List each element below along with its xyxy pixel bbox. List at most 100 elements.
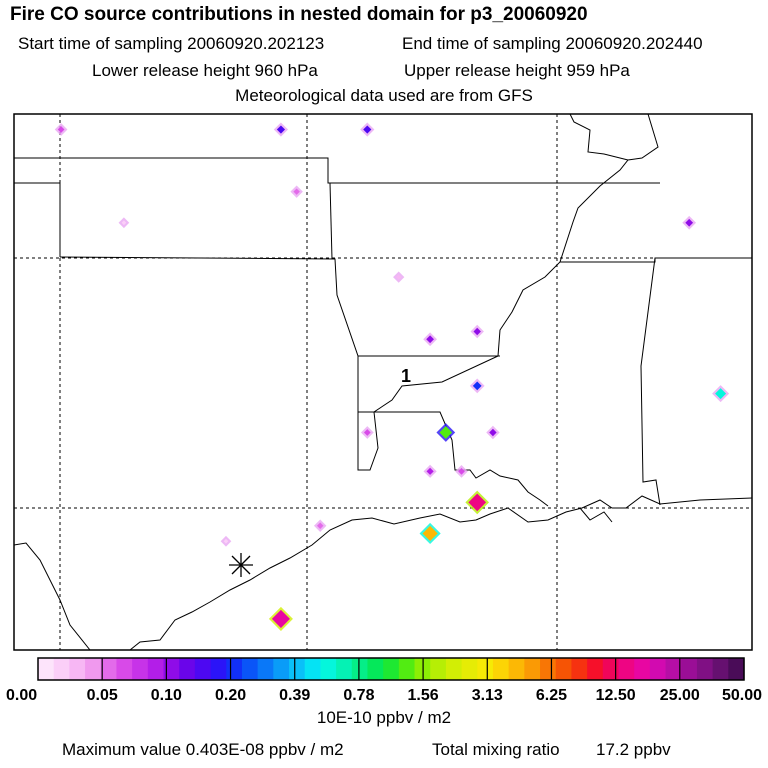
- chart-title: Fire CO source contributions in nested d…: [10, 4, 588, 25]
- colorbar-swatch: [85, 658, 102, 680]
- start-time: Start time of sampling 20060920.202123: [18, 34, 325, 53]
- colorbar-swatch: [555, 658, 573, 680]
- colorbar-swatch: [430, 658, 447, 680]
- plume-point: [396, 274, 402, 280]
- state-boundary: [14, 157, 660, 184]
- colorbar-swatch: [602, 658, 620, 680]
- plume-point: [439, 426, 453, 439]
- colorbar-swatch: [351, 658, 369, 680]
- colorbar-swatch: [696, 658, 714, 680]
- colorbar-swatch: [69, 658, 86, 680]
- plume-point: [473, 327, 481, 336]
- colorbar-swatch: [147, 658, 165, 680]
- colorbar-tick-label: 0.20: [215, 687, 246, 704]
- colorbar-swatch: [241, 658, 259, 680]
- colorbar-swatch: [100, 658, 118, 680]
- colorbar-units: 10E-10 ppbv / m2: [316, 708, 452, 727]
- colorbar-swatch: [649, 658, 667, 680]
- colorbar-swatch: [618, 658, 635, 680]
- colorbar-swatch: [398, 658, 416, 680]
- colorbar-swatch: [461, 658, 478, 680]
- colorbar-swatch: [508, 658, 525, 680]
- colorbar-swatch: [681, 658, 698, 680]
- state-boundary: [640, 257, 661, 506]
- colorbar-swatch: [320, 658, 337, 680]
- plume-point: [685, 218, 694, 227]
- release-site-marker: [229, 553, 253, 577]
- colorbar-tick-label: 6.25: [536, 687, 567, 704]
- colorbar-swatch: [336, 658, 353, 680]
- coastline: [14, 495, 752, 650]
- colorbar-swatch: [273, 658, 290, 680]
- colorbar-swatch: [383, 658, 400, 680]
- colorbar-tick-label: 50.00: [722, 687, 762, 704]
- total-mixing-label: Total mixing ratio: [432, 740, 560, 759]
- colorbar-swatch: [179, 658, 196, 680]
- plume-point: [426, 335, 434, 344]
- total-mixing-value: 17.2 ppbv: [596, 740, 671, 759]
- plume-point: [489, 428, 497, 437]
- colorbar-swatch: [163, 658, 180, 680]
- colorbar-tick-label: 0.39: [279, 687, 310, 704]
- colorbar-tick-label: 0.10: [151, 687, 182, 704]
- colorbar-swatch: [477, 658, 494, 680]
- map-background: [14, 114, 752, 650]
- colorbar-swatch: [132, 658, 149, 680]
- colorbar-swatch: [571, 658, 588, 680]
- colorbar-swatch: [728, 658, 745, 680]
- colorbar-swatch: [194, 658, 212, 680]
- colorbar-tick-label: 25.00: [660, 687, 700, 704]
- lower-release-height: Lower release height 960 hPa: [92, 61, 318, 80]
- colorbar-tick-label: 0.00: [6, 687, 37, 704]
- colorbar-swatch: [445, 658, 463, 680]
- plume-point: [426, 467, 434, 475]
- colorbar-swatch: [712, 658, 729, 680]
- plume-point: [363, 125, 372, 134]
- colorbar-swatch: [257, 658, 274, 680]
- graticule: [14, 114, 752, 650]
- state-boundary: [569, 114, 629, 161]
- plume-point: [293, 188, 300, 195]
- state-boundary: [329, 182, 333, 260]
- release-label: 1: [401, 366, 411, 386]
- colorbar-tick-label: 1.56: [408, 687, 439, 704]
- colorbar-swatch: [304, 658, 321, 680]
- colorbar-tick-label: 0.05: [87, 687, 118, 704]
- colorbar-swatch: [53, 658, 70, 680]
- plume-point: [472, 381, 482, 391]
- upper-release-height: Upper release height 959 hPa: [404, 61, 630, 80]
- colorbar-swatch: [634, 658, 651, 680]
- colorbar-tick-label: 12.50: [596, 687, 636, 704]
- colorbar-swatch: [210, 658, 227, 680]
- plume-point: [271, 609, 290, 628]
- plume-point: [57, 126, 65, 133]
- colorbar-tick-label: 0.78: [343, 687, 374, 704]
- plume-point: [458, 467, 465, 475]
- colorbar-swatch: [226, 658, 243, 680]
- plume-point: [121, 220, 127, 226]
- meteorology-source: Meteorological data used are from GFS: [235, 86, 533, 105]
- plume-point: [316, 522, 324, 529]
- maximum-value: Maximum value 0.403E-08 ppbv / m2: [62, 740, 344, 759]
- colorbar-swatch: [540, 658, 557, 680]
- colorbar-swatch: [116, 658, 133, 680]
- colorbar-swatch: [38, 658, 55, 680]
- plume-point: [276, 125, 286, 134]
- colorbar-swatch: [587, 658, 604, 680]
- colorbar-frame: [37, 657, 745, 681]
- colorbar-swatch: [289, 658, 306, 680]
- end-time: End time of sampling 20060920.202440: [402, 34, 703, 53]
- colorbar-swatch: [492, 658, 510, 680]
- plume-point: [422, 525, 438, 542]
- colorbar-swatch: [367, 658, 384, 680]
- colorbar-swatch: [665, 658, 682, 680]
- plume-point: [223, 538, 229, 544]
- colorbar-swatch: [524, 658, 541, 680]
- plume-point: [468, 493, 487, 512]
- coastline: [579, 507, 613, 523]
- map-frame: [13, 113, 753, 651]
- plume-point: [363, 429, 371, 436]
- colorbar-tick-label: 3.13: [472, 687, 503, 704]
